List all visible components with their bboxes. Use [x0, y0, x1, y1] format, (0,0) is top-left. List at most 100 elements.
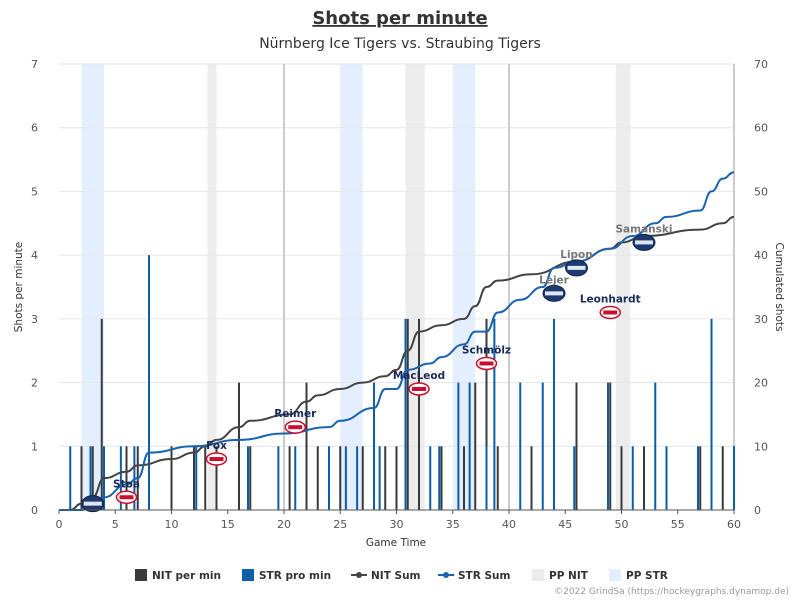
bar [356, 446, 359, 510]
bar [373, 382, 375, 510]
player-name: Fox [206, 440, 227, 452]
grid [59, 63, 734, 511]
bar [344, 446, 347, 510]
legend-label: PP STR [626, 570, 668, 582]
y-axis-label: Shots per minute [13, 242, 25, 332]
bar [80, 446, 83, 510]
x-tick-label: 25 [333, 518, 347, 531]
player-name: Reimer [274, 408, 317, 420]
bar [238, 382, 240, 510]
bar [148, 255, 150, 510]
legend-label: NIT Sum [371, 570, 421, 582]
bar [440, 446, 443, 510]
bar [485, 318, 488, 510]
pp-str-band [340, 64, 363, 510]
x-tick-label: 0 [56, 518, 63, 531]
bar [553, 318, 555, 510]
str-logo-stripe [567, 265, 586, 270]
legend-item[interactable]: NIT Sum [351, 570, 421, 582]
x-tick-label: 5 [112, 518, 119, 531]
legend[interactable]: NIT per min STR pro min NIT Sum STR Sum PP N… [135, 569, 668, 582]
x-tick-label: 15 [221, 518, 235, 531]
legend-item[interactable]: STR pro min [242, 569, 331, 582]
bar [699, 446, 702, 510]
bar [496, 446, 499, 510]
player-marker: Leonhardt [580, 293, 641, 320]
bar [468, 382, 471, 510]
player-marker: Schmölz [462, 344, 511, 371]
legend-item[interactable]: PP STR [609, 569, 668, 582]
x-tick-label: 40 [502, 518, 516, 531]
bar [406, 318, 409, 510]
legend-swatch [609, 569, 621, 581]
bar [193, 446, 195, 510]
legend-swatch [135, 569, 147, 581]
x-tick-label: 20 [277, 518, 291, 531]
player-name: Samanski [616, 223, 673, 235]
y2-tick-label: 10 [754, 440, 768, 453]
y-tick-label: 7 [31, 58, 38, 71]
player-markers: Stoa Fox Reimer MacLeod Schmölz Leonhardt Leje… [81, 223, 673, 513]
y-tick-label: 2 [31, 377, 38, 390]
bar [100, 318, 103, 510]
bar [710, 318, 713, 510]
legend-item[interactable]: NIT per min [135, 569, 221, 582]
credits: ©2022 GrindSa (https://hockeygraphs.dyna… [554, 587, 789, 597]
bar [125, 446, 128, 510]
player-name: MacLeod [393, 370, 445, 382]
bar [457, 382, 460, 510]
bar [418, 318, 420, 510]
bar [195, 446, 198, 510]
bar [204, 446, 207, 510]
x-axis-label: Game Time [366, 537, 426, 549]
x-tick-label: 45 [558, 518, 572, 531]
nit-logo-stripe [209, 457, 224, 462]
bar [474, 382, 477, 510]
cumulative-lines [59, 171, 735, 511]
legend-marker [356, 572, 362, 578]
x-tick-label: 10 [165, 518, 179, 531]
x-tick-label: 55 [671, 518, 685, 531]
str-logo-stripe [83, 501, 102, 506]
player-marker: Stoa [113, 478, 140, 505]
x-tick-label: 30 [390, 518, 404, 531]
player-marker: Lipon [560, 249, 593, 277]
player-name: Lejer [539, 274, 570, 286]
bar [609, 382, 612, 510]
legend-item[interactable]: PP NIT [532, 569, 589, 582]
bar [493, 318, 496, 510]
bar [721, 446, 724, 510]
x-tick-label: 60 [727, 518, 741, 531]
chart-title: Shots per minute [312, 8, 487, 29]
bar [519, 382, 522, 510]
series-line [59, 171, 735, 511]
y2-tick-label: 20 [754, 377, 768, 390]
player-name: Leonhardt [580, 293, 641, 305]
bar [91, 446, 94, 510]
pp-str-band [81, 64, 104, 510]
bar [378, 446, 381, 510]
y2-tick-label: 40 [754, 249, 768, 262]
bar [170, 446, 173, 510]
pp-nit-band [615, 64, 631, 510]
y2-tick-label: 50 [754, 185, 768, 198]
series-line [70, 215, 735, 511]
bar [541, 382, 544, 510]
bar [607, 382, 609, 510]
player-marker: MacLeod [393, 370, 445, 396]
bar [215, 446, 218, 510]
legend-item[interactable]: STR Sum [438, 570, 511, 582]
player-name: Stoa [113, 478, 140, 490]
bar [643, 446, 645, 510]
player-name: Schmölz [462, 344, 511, 356]
str-logo-stripe [545, 291, 563, 296]
legend-marker [443, 572, 449, 578]
bar [339, 446, 342, 510]
nit-logo-stripe [479, 361, 494, 366]
bar [247, 446, 249, 510]
bar [119, 446, 122, 510]
bar [429, 446, 432, 510]
bar [395, 446, 398, 510]
